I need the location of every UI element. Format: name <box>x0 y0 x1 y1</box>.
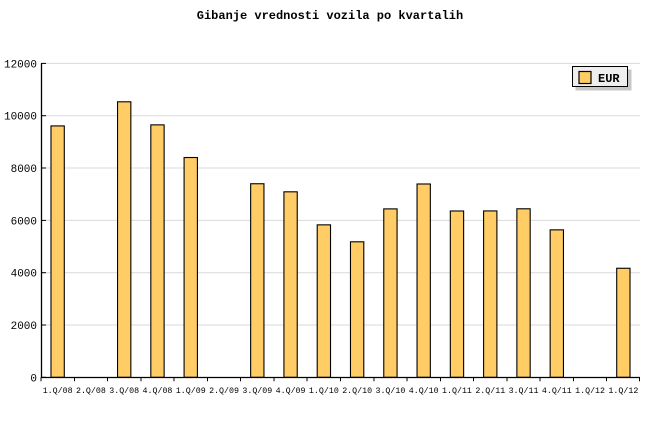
svg-text:4.Q/10: 4.Q/10 <box>409 386 439 396</box>
svg-text:0: 0 <box>30 373 37 385</box>
svg-text:1.Q/10: 1.Q/10 <box>309 386 339 396</box>
svg-text:8000: 8000 <box>11 164 37 176</box>
svg-text:1.Q/12: 1.Q/12 <box>575 386 605 396</box>
svg-text:1.Q/11: 1.Q/11 <box>442 386 472 396</box>
svg-text:10000: 10000 <box>4 112 37 124</box>
svg-text:12000: 12000 <box>4 59 37 71</box>
svg-text:4.Q/11: 4.Q/11 <box>542 386 572 396</box>
svg-text:3.Q/11: 3.Q/11 <box>509 386 539 396</box>
svg-text:4000: 4000 <box>11 269 37 281</box>
svg-text:2.Q/08: 2.Q/08 <box>76 386 106 396</box>
svg-text:3.Q/09: 3.Q/09 <box>242 386 272 396</box>
svg-text:EUR: EUR <box>598 72 620 86</box>
svg-text:4.Q/09: 4.Q/09 <box>276 386 306 396</box>
svg-text:1.Q/09: 1.Q/09 <box>176 386 206 396</box>
svg-text:2.Q/11: 2.Q/11 <box>475 386 505 396</box>
svg-text:6000: 6000 <box>11 216 37 228</box>
svg-text:1.Q/08: 1.Q/08 <box>43 386 73 396</box>
svg-text:3.Q/08: 3.Q/08 <box>109 386 139 396</box>
svg-text:2.Q/10: 2.Q/10 <box>342 386 372 396</box>
svg-text:2.Q/09: 2.Q/09 <box>209 386 239 396</box>
svg-text:4.Q/08: 4.Q/08 <box>143 386 173 396</box>
svg-text:2000: 2000 <box>11 321 37 333</box>
svg-text:3.Q/10: 3.Q/10 <box>375 386 405 396</box>
svg-text:1.Q/12: 1.Q/12 <box>608 386 638 396</box>
